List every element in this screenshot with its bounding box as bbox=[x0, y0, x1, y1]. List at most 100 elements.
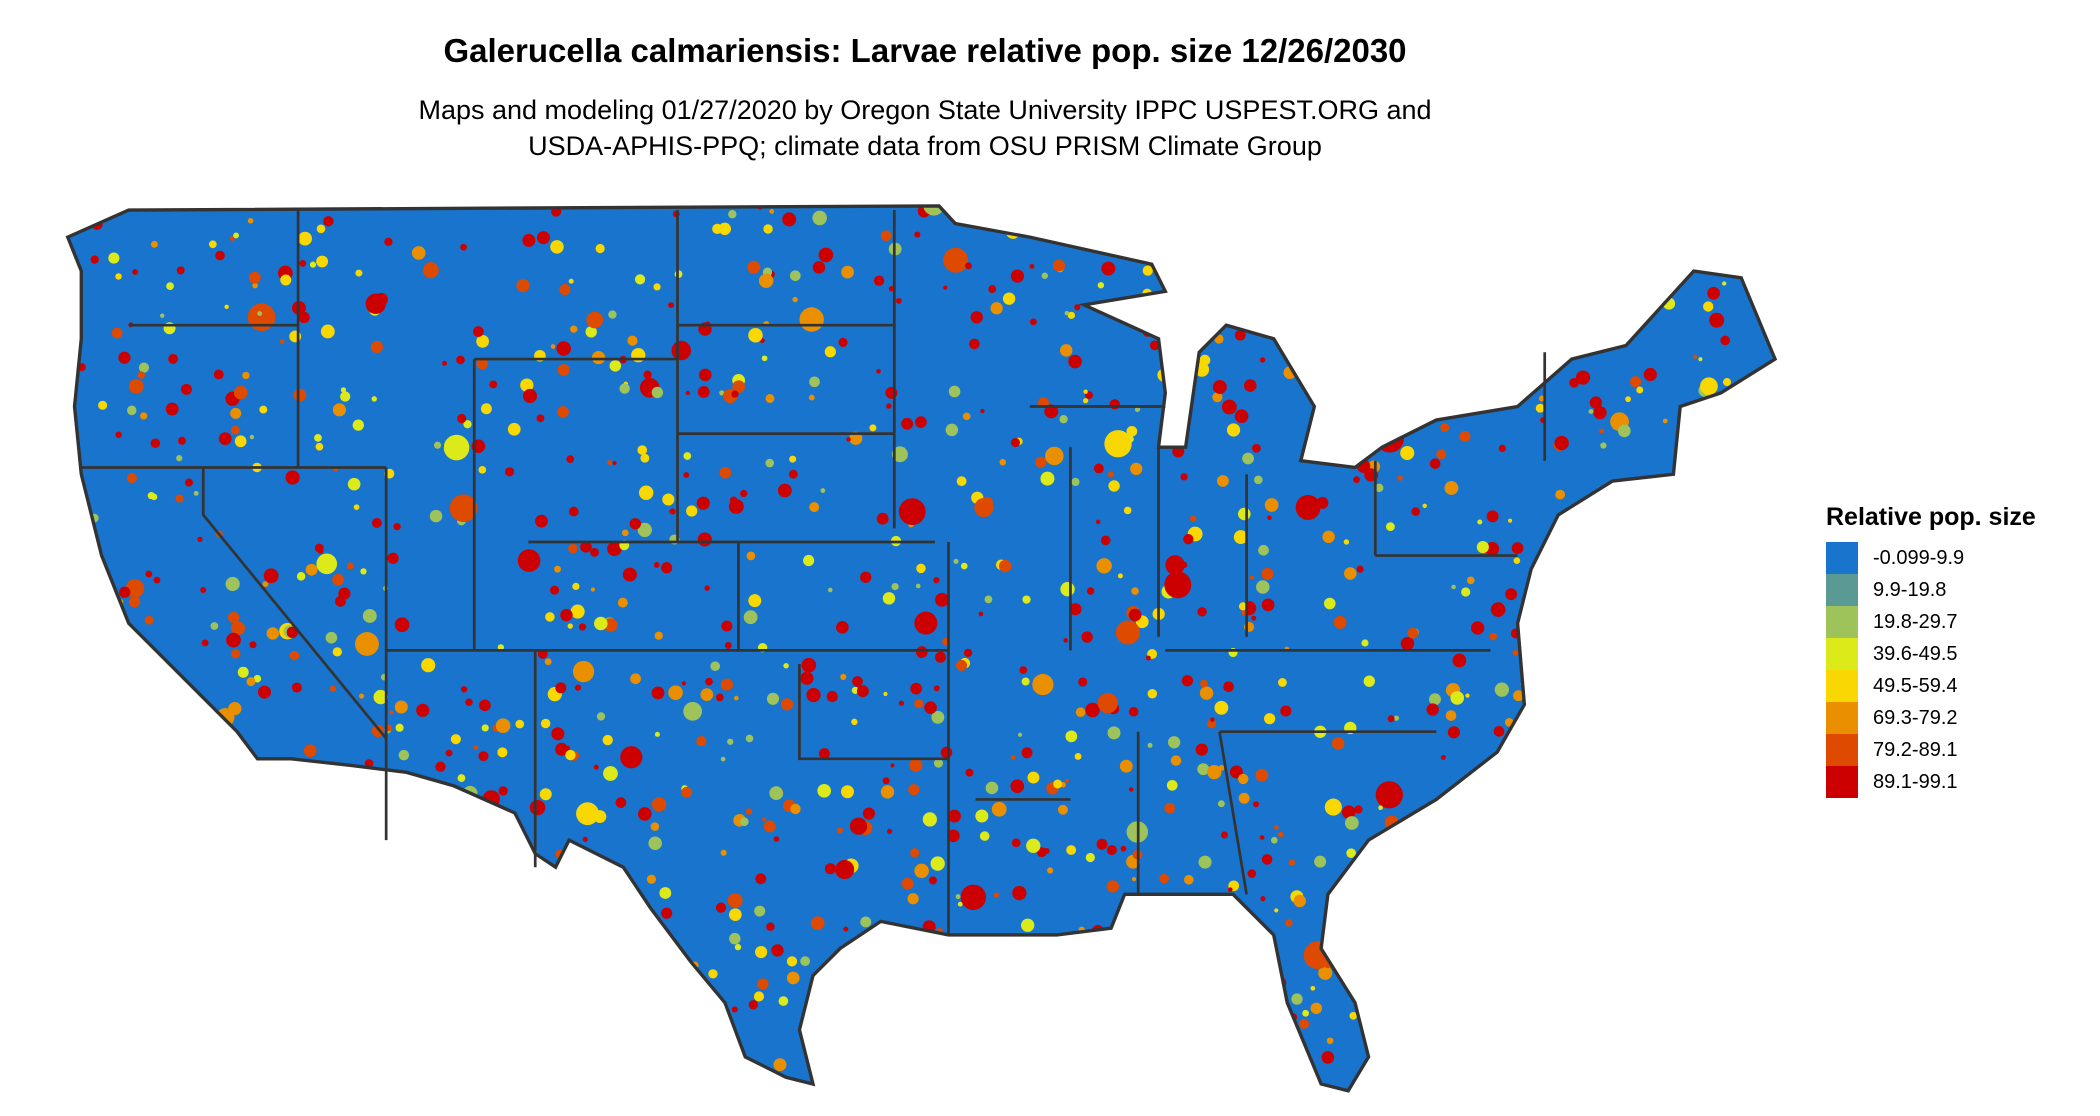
raster-patch bbox=[1010, 269, 1025, 283]
raster-patch bbox=[1106, 880, 1120, 893]
raster-patch bbox=[90, 255, 99, 264]
raster-patch bbox=[1170, 755, 1182, 766]
raster-patch bbox=[568, 506, 579, 517]
raster-patch bbox=[1247, 1007, 1256, 1015]
raster-patch bbox=[849, 431, 863, 445]
raster-patch bbox=[497, 747, 508, 758]
raster-patch bbox=[1192, 270, 1203, 281]
raster-patch bbox=[880, 230, 892, 242]
raster-patch bbox=[1326, 915, 1338, 928]
raster-patch bbox=[551, 727, 565, 741]
raster-patch bbox=[421, 658, 436, 673]
raster-patch bbox=[1552, 723, 1563, 734]
raster-patch bbox=[715, 902, 727, 913]
state-border bbox=[201, 467, 388, 740]
raster-patch bbox=[1663, 552, 1670, 559]
raster-patch bbox=[1689, 445, 1694, 451]
raster-patch bbox=[362, 608, 377, 623]
raster-patch bbox=[1741, 499, 1747, 506]
raster-patch bbox=[660, 1079, 671, 1090]
raster-patch bbox=[729, 932, 741, 945]
raster-patch bbox=[233, 232, 240, 239]
raster-patch bbox=[262, 581, 269, 588]
raster-patch bbox=[762, 817, 767, 822]
raster-patch bbox=[495, 718, 511, 733]
state-border bbox=[1218, 731, 1248, 895]
raster-patch bbox=[1511, 377, 1524, 391]
raster-patch bbox=[70, 1060, 84, 1074]
raster-patch bbox=[111, 327, 123, 339]
raster-patch bbox=[1261, 598, 1275, 612]
raster-patch bbox=[1097, 282, 1105, 289]
raster-patch bbox=[1720, 335, 1731, 346]
raster-patch bbox=[979, 831, 990, 841]
raster-patch bbox=[1531, 811, 1539, 819]
raster-patch bbox=[1669, 252, 1677, 260]
raster-patch bbox=[856, 1066, 864, 1075]
raster-patch bbox=[1462, 1015, 1467, 1020]
raster-patch bbox=[1643, 367, 1657, 382]
raster-patch bbox=[1617, 424, 1631, 438]
raster-patch bbox=[700, 1058, 725, 1083]
raster-patch bbox=[578, 623, 587, 631]
raster-patch bbox=[184, 882, 199, 897]
raster-patch bbox=[1128, 608, 1142, 622]
raster-patch bbox=[564, 1065, 570, 1071]
raster-patch bbox=[1322, 530, 1335, 544]
raster-patch bbox=[836, 827, 843, 834]
raster-patch bbox=[561, 1090, 567, 1091]
raster-patch bbox=[824, 863, 836, 875]
raster-patch bbox=[1270, 836, 1278, 844]
raster-patch bbox=[1164, 802, 1176, 814]
raster-patch bbox=[773, 836, 780, 842]
raster-patch bbox=[1602, 1044, 1612, 1054]
raster-patch bbox=[1326, 1037, 1334, 1045]
raster-patch bbox=[84, 913, 99, 928]
raster-patch bbox=[233, 385, 248, 400]
raster-patch bbox=[1361, 639, 1369, 647]
raster-patch bbox=[144, 615, 154, 625]
raster-patch bbox=[488, 1079, 503, 1091]
raster-patch bbox=[1180, 473, 1188, 481]
raster-patch bbox=[550, 1078, 557, 1085]
raster-patch bbox=[1086, 587, 1095, 595]
raster-patch bbox=[1419, 251, 1426, 258]
raster-patch bbox=[1223, 681, 1234, 693]
raster-patch bbox=[522, 233, 536, 247]
raster-patch bbox=[629, 518, 642, 530]
raster-patch bbox=[1757, 375, 1764, 382]
raster-patch bbox=[805, 1012, 815, 1022]
raster-patch bbox=[1210, 717, 1215, 722]
raster-patch bbox=[860, 571, 872, 583]
raster-patch bbox=[557, 406, 569, 418]
raster-patch bbox=[1704, 523, 1715, 533]
raster-patch bbox=[998, 936, 1006, 943]
raster-patch bbox=[1229, 765, 1243, 779]
raster-patch bbox=[252, 934, 259, 941]
raster-patch bbox=[1476, 541, 1489, 554]
raster-patch bbox=[1186, 299, 1192, 305]
raster-patch bbox=[580, 540, 592, 553]
raster-patch bbox=[608, 310, 617, 319]
raster-patch bbox=[1168, 1038, 1174, 1045]
raster-patch bbox=[123, 840, 133, 850]
raster-patch bbox=[421, 826, 431, 837]
legend-label: 39.6-49.5 bbox=[1873, 642, 1958, 665]
raster-patch bbox=[1183, 533, 1194, 545]
raster-patch bbox=[598, 1003, 610, 1015]
raster-patch bbox=[1378, 230, 1384, 236]
raster-patch bbox=[1010, 755, 1016, 760]
raster-patch bbox=[222, 995, 230, 1003]
raster-patch bbox=[1260, 896, 1266, 902]
raster-patch bbox=[1521, 332, 1536, 347]
raster-patch bbox=[1124, 926, 1137, 939]
raster-patch bbox=[638, 485, 654, 500]
raster-patch bbox=[1655, 906, 1665, 916]
raster-patch bbox=[637, 445, 648, 455]
raster-patch bbox=[1096, 838, 1108, 850]
raster-patch bbox=[240, 846, 250, 856]
raster-patch bbox=[1703, 301, 1714, 312]
raster-patch bbox=[497, 644, 505, 651]
raster-patch bbox=[1625, 396, 1631, 403]
raster-patch bbox=[198, 702, 207, 711]
